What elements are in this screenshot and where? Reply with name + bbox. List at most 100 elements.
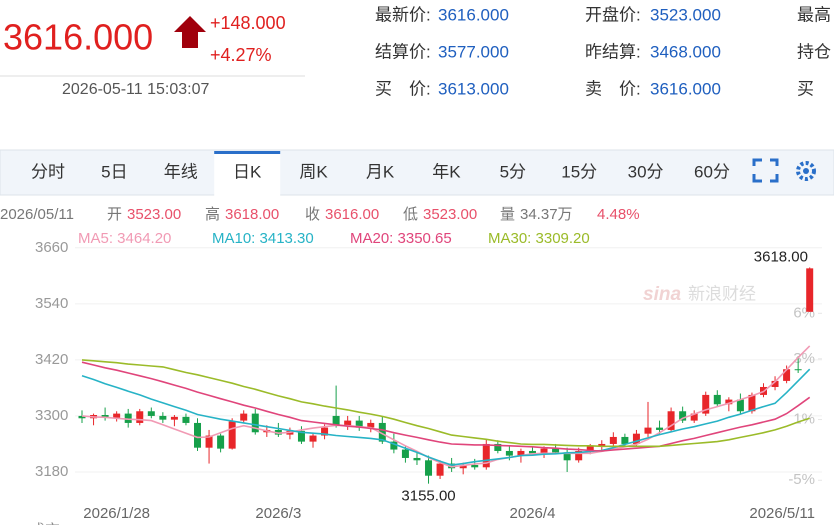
candle-body bbox=[124, 413, 132, 423]
candle-body bbox=[552, 448, 560, 453]
tab[interactable]: 年K bbox=[432, 162, 461, 181]
candle-body bbox=[771, 380, 779, 387]
field-label: 卖 价: bbox=[585, 79, 641, 98]
up-arrow bbox=[174, 16, 206, 48]
candle-body bbox=[575, 450, 583, 461]
candle-body bbox=[217, 435, 225, 449]
price: 3616.000 bbox=[3, 17, 153, 58]
info-label: 高 bbox=[205, 206, 220, 223]
field-label: 持仓 bbox=[797, 42, 831, 61]
candle-body bbox=[667, 411, 675, 430]
y2-tick-label: 1% bbox=[793, 411, 815, 428]
candle-body bbox=[240, 413, 248, 421]
candle-body bbox=[344, 420, 352, 426]
candle-body bbox=[725, 399, 733, 405]
candle-body bbox=[783, 369, 791, 381]
ma-line bbox=[81, 345, 811, 468]
settings-icon[interactable] bbox=[796, 161, 816, 181]
y-tick-label: 3300 bbox=[35, 407, 68, 424]
field-label: 买 bbox=[797, 79, 814, 98]
field-label: 最高 bbox=[797, 5, 831, 24]
watermark-text: 新浪财经 bbox=[688, 284, 756, 303]
tab[interactable]: 15分 bbox=[561, 162, 597, 181]
tab[interactable]: 月K bbox=[366, 162, 395, 181]
candle-body bbox=[309, 435, 317, 442]
change-pct: +4.27% bbox=[210, 45, 272, 65]
legend-entry: MA10: 3413.30 bbox=[212, 230, 314, 247]
info-value: 3523.00 bbox=[423, 206, 477, 223]
info-label: 量 bbox=[500, 206, 515, 223]
tab[interactable]: 60分 bbox=[694, 162, 730, 181]
tab[interactable]: 日K bbox=[233, 162, 262, 181]
tab[interactable]: 5分 bbox=[500, 162, 526, 181]
candle-body bbox=[702, 394, 710, 414]
candle-body bbox=[228, 421, 236, 449]
y2-tick-label: -5% bbox=[788, 471, 815, 488]
tab[interactable]: 30分 bbox=[628, 162, 664, 181]
info-value: 3616.00 bbox=[325, 206, 379, 223]
x-tick-label: 2026/3 bbox=[255, 505, 301, 522]
field-value: 3468.000 bbox=[650, 42, 721, 61]
candle-body bbox=[251, 413, 259, 433]
field-value: 3616.000 bbox=[650, 79, 721, 98]
candle-body bbox=[690, 413, 698, 421]
ma-line bbox=[81, 361, 811, 452]
candle-body bbox=[159, 415, 167, 420]
tab[interactable]: 年线 bbox=[164, 162, 198, 181]
info-value: 4.48% bbox=[597, 206, 640, 223]
candle-body bbox=[540, 448, 548, 454]
y2-tick-label: 3% bbox=[793, 350, 815, 367]
x-tick-label: 2026/1/28 bbox=[83, 505, 150, 522]
y-tick-label: 3660 bbox=[35, 239, 68, 256]
candle-body bbox=[528, 450, 536, 454]
candle-body bbox=[713, 394, 721, 405]
candle-body bbox=[205, 435, 213, 448]
quote-time: 2026-05-11 15:03:07 bbox=[62, 81, 209, 98]
candle-body bbox=[147, 411, 155, 416]
candle-body bbox=[78, 415, 86, 419]
y-tick-label: 3180 bbox=[35, 463, 68, 480]
min-label: 3155.00 bbox=[401, 488, 455, 505]
field-label: 结算价: bbox=[375, 42, 431, 61]
candle-body bbox=[170, 416, 178, 420]
active-tab bbox=[214, 152, 281, 196]
info-label: 开 bbox=[107, 206, 122, 223]
candle-body bbox=[401, 449, 409, 458]
tab[interactable]: 周K bbox=[299, 162, 328, 181]
tab[interactable]: 分时 bbox=[31, 162, 65, 181]
x-tick-label: 2026/5/11 bbox=[749, 505, 815, 522]
quote-header: 3616.000 +148.000 +4.27% 2026-05-11 15:0… bbox=[0, 13, 305, 98]
candle-body bbox=[736, 399, 744, 412]
candle-body bbox=[494, 443, 502, 451]
candle-body bbox=[448, 463, 456, 469]
field-label: 昨结算: bbox=[585, 42, 641, 61]
field-label: 最新价: bbox=[375, 5, 431, 24]
fullscreen-icon[interactable] bbox=[752, 158, 779, 183]
max-label: 3618.00 bbox=[754, 248, 808, 265]
watermark-logo: sina bbox=[643, 284, 681, 305]
field-label: 买 价: bbox=[375, 79, 431, 98]
active-tab-indicator bbox=[214, 151, 281, 154]
candle-body bbox=[321, 427, 329, 436]
candle-body bbox=[332, 415, 340, 426]
candle-body bbox=[482, 443, 490, 468]
candle-body bbox=[136, 411, 144, 423]
candle-body bbox=[794, 369, 802, 371]
info-label: 收 bbox=[305, 206, 320, 223]
volume-label: 成交 bbox=[30, 521, 60, 525]
candle-body bbox=[425, 460, 433, 476]
candle-body bbox=[471, 464, 479, 468]
info-value: 3523.00 bbox=[127, 206, 181, 223]
info-date: 2026/05/11 bbox=[0, 206, 74, 223]
candle-body bbox=[390, 441, 398, 450]
volume-item: VOL: 246763.00 bbox=[85, 522, 194, 525]
candle-body bbox=[378, 422, 386, 442]
candle-body bbox=[194, 422, 202, 448]
candle-body bbox=[505, 450, 513, 456]
x-tick-label: 2026/4 bbox=[510, 505, 556, 522]
tab[interactable]: 5日 bbox=[101, 162, 127, 181]
candle-body bbox=[113, 413, 121, 418]
candle-body bbox=[644, 427, 652, 434]
ma-line bbox=[81, 368, 811, 466]
gear bbox=[796, 161, 816, 181]
